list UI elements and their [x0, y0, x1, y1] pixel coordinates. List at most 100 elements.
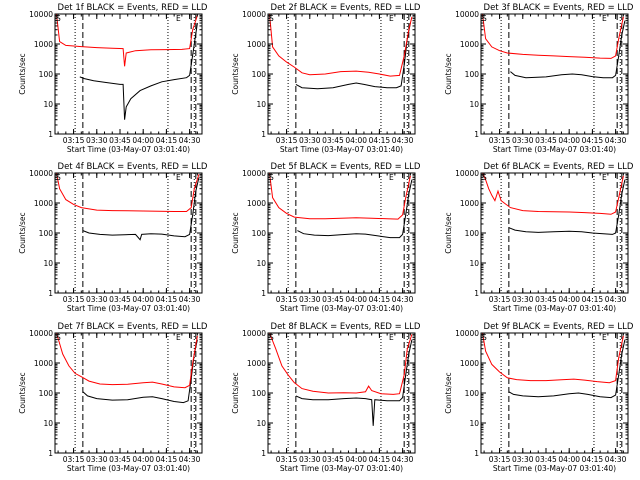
- x-tick-label: 03:45: [109, 455, 131, 464]
- y-tick-label: 100: [252, 70, 267, 79]
- x-tick-label: 03:30: [299, 136, 321, 145]
- x-tick-label: 04:00: [132, 136, 154, 145]
- start-marker: S: [269, 173, 274, 182]
- x-tick-label: 04:15: [369, 295, 391, 304]
- x-tick-label: 04:15: [156, 136, 178, 145]
- x-tick-label: 04:15: [582, 295, 604, 304]
- x-tick-label: 03:45: [535, 455, 557, 464]
- y-tick-label: 1: [261, 130, 266, 139]
- start-marker: S: [482, 14, 487, 23]
- y-tick-label: 100: [252, 389, 267, 398]
- series-line-events: [510, 20, 626, 79]
- y-tick-label: 1000: [247, 199, 266, 208]
- x-tick-label: 03:15: [276, 455, 298, 464]
- plot-frame: [267, 13, 416, 135]
- x-tick-label: 03:15: [63, 136, 85, 145]
- start-marker: S: [482, 173, 487, 182]
- plot-frame: [54, 13, 203, 135]
- y-tick-label: 1000: [34, 40, 53, 49]
- y-axis-label: Counts/sec: [18, 212, 27, 253]
- start-marker: S: [269, 14, 274, 23]
- series-line-events: [297, 179, 413, 239]
- x-tick-label: 04:00: [558, 136, 580, 145]
- plot-frame: [54, 172, 203, 294]
- x-tick-label: 04:00: [558, 455, 580, 464]
- x-tick-label: 04:30: [179, 136, 201, 145]
- y-tick-label: 10000: [29, 169, 53, 178]
- chart-title: Det 9f BLACK = Events, RED = LLD: [484, 322, 634, 332]
- y-tick-label: 1000: [460, 359, 479, 368]
- series-line-events: [82, 339, 198, 404]
- x-tick-label: 04:30: [392, 295, 414, 304]
- y-axis-label: Counts/sec: [18, 53, 27, 94]
- end-marker: E: [602, 333, 607, 342]
- x-tick-label: 03:15: [489, 455, 511, 464]
- x-tick-label: 03:30: [86, 455, 108, 464]
- y-tick-label: 100: [465, 229, 480, 238]
- start-marker: S: [482, 333, 487, 342]
- y-tick-label: 10: [256, 419, 266, 428]
- series-line-events: [82, 177, 200, 241]
- y-tick-label: 100: [39, 70, 54, 79]
- series-line-lld: [56, 173, 200, 212]
- y-axis-label: Counts/sec: [444, 53, 453, 94]
- y-tick-label: 1000: [247, 359, 266, 368]
- y-tick-label: 10000: [242, 329, 266, 338]
- start-marker: S: [269, 333, 274, 342]
- y-axis-label: Counts/sec: [444, 372, 453, 413]
- y-axis-label: Counts/sec: [231, 212, 240, 253]
- y-tick-label: 100: [465, 70, 480, 79]
- x-tick-label: 03:30: [299, 455, 321, 464]
- y-tick-label: 100: [252, 229, 267, 238]
- y-tick-label: 10000: [455, 329, 479, 338]
- x-tick-label: 03:45: [322, 455, 344, 464]
- x-tick-label: 03:30: [299, 295, 321, 304]
- y-tick-label: 10: [469, 419, 479, 428]
- x-tick-label: 04:30: [605, 295, 627, 304]
- y-tick-label: 100: [39, 389, 54, 398]
- x-tick-label: 03:30: [512, 295, 534, 304]
- x-tick-label: 04:30: [605, 136, 627, 145]
- y-tick-label: 1: [474, 289, 479, 298]
- x-tick-label: 03:45: [109, 295, 131, 304]
- y-tick-label: 10000: [242, 10, 266, 19]
- x-tick-label: 04:15: [582, 136, 604, 145]
- y-axis-label: Counts/sec: [444, 212, 453, 253]
- chart-title: Det 2f BLACK = Events, RED = LLD: [271, 3, 421, 13]
- end-marker: E: [602, 14, 607, 23]
- x-tick-label: 03:15: [63, 295, 85, 304]
- y-tick-label: 10: [43, 419, 53, 428]
- y-tick-label: 10000: [455, 10, 479, 19]
- series-line-lld: [56, 333, 198, 389]
- end-marker: E: [176, 14, 181, 23]
- x-tick-label: 03:15: [489, 136, 511, 145]
- end-marker: E: [389, 333, 394, 342]
- y-tick-label: 10: [256, 100, 266, 109]
- x-tick-label: 04:30: [392, 455, 414, 464]
- x-tick-label: 04:15: [582, 455, 604, 464]
- series-line-lld: [269, 14, 413, 77]
- series-line-lld: [56, 14, 198, 67]
- plot-frame: [480, 172, 629, 294]
- x-tick-label: 03:45: [322, 136, 344, 145]
- end-marker: E: [176, 173, 181, 182]
- x-tick-label: 03:15: [276, 136, 298, 145]
- chart-title: Det 8f BLACK = Events, RED = LLD: [271, 322, 421, 332]
- x-tick-label: 03:45: [535, 136, 557, 145]
- x-axis-label: Start Time (03-May-07 03:01:40): [280, 145, 403, 154]
- x-tick-label: 03:15: [63, 455, 85, 464]
- x-tick-label: 04:30: [179, 455, 201, 464]
- x-tick-label: 04:30: [179, 295, 201, 304]
- x-tick-label: 03:30: [512, 455, 534, 464]
- y-tick-label: 100: [465, 389, 480, 398]
- series-line-events: [79, 22, 198, 120]
- x-tick-label: 03:45: [109, 136, 131, 145]
- x-tick-label: 03:45: [535, 295, 557, 304]
- x-axis-label: Start Time (03-May-07 03:01:40): [493, 304, 616, 313]
- y-tick-label: 1000: [460, 40, 479, 49]
